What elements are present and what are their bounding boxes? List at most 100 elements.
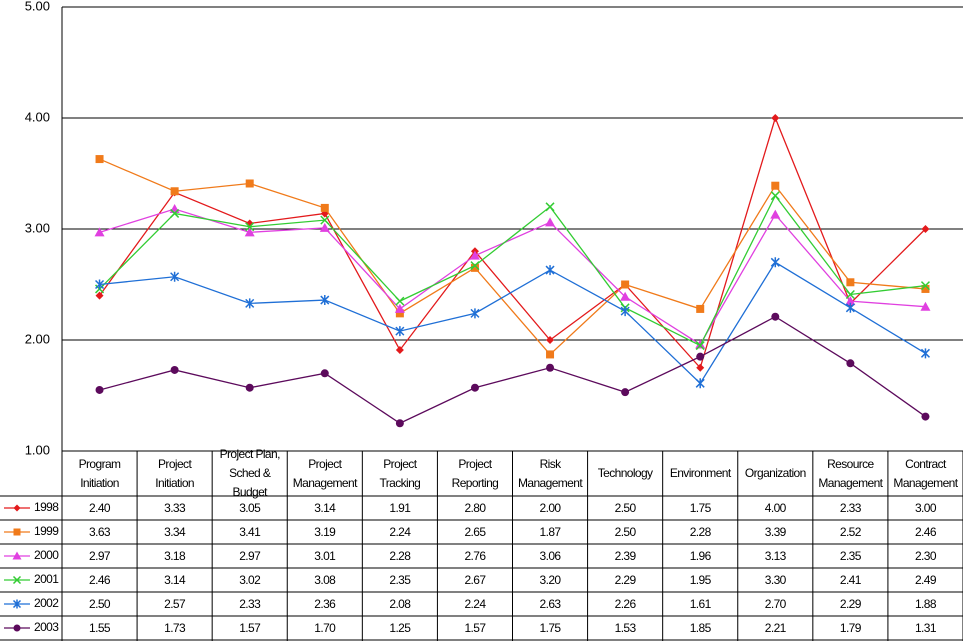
data-point — [696, 352, 705, 361]
table-value: 2.50 — [614, 500, 637, 515]
table-value: 3.34 — [164, 524, 186, 539]
table-value: 1.57 — [239, 620, 261, 635]
legend-marker — [13, 624, 21, 632]
data-point — [620, 291, 631, 301]
legend-marker — [12, 599, 22, 609]
data-point — [845, 289, 855, 300]
data-point — [921, 412, 930, 421]
category-label: Project Management — [292, 456, 358, 490]
data-point — [695, 341, 705, 351]
data-point — [95, 155, 104, 164]
legend-marker — [12, 575, 22, 585]
legend-label: 2003 — [34, 620, 59, 634]
data-point — [320, 369, 329, 378]
category-label: Project Tracking — [379, 456, 421, 490]
category-label: Project Initiation — [155, 456, 194, 490]
data-point — [920, 301, 931, 311]
table-value: 3.14 — [164, 572, 186, 587]
table-value: 1.31 — [914, 620, 937, 635]
category-label: Resource Management — [818, 456, 883, 490]
table-value: 2.52 — [839, 524, 862, 539]
category-label: Project Reporting — [451, 456, 499, 490]
table-value: 3.33 — [164, 500, 186, 515]
table-value: 2.57 — [164, 596, 186, 611]
table-value: 1.95 — [689, 572, 712, 587]
y-tick-label: 1.00 — [25, 442, 50, 457]
table-value: 2.08 — [389, 596, 411, 611]
data-point — [621, 388, 630, 397]
table-value: 1.61 — [689, 596, 712, 611]
table-value: 2.28 — [389, 548, 411, 563]
data-point — [319, 222, 330, 232]
data-point — [695, 378, 705, 389]
category-label: Environment — [669, 466, 731, 480]
data-point — [95, 291, 104, 300]
data-point — [770, 191, 780, 201]
data-point — [770, 257, 780, 268]
table-value: 1.96 — [689, 548, 712, 563]
data-point — [245, 222, 255, 232]
table-value: 2.24 — [389, 524, 411, 539]
data-point — [320, 295, 330, 306]
series-line — [99, 116, 926, 370]
series-line — [99, 194, 926, 347]
data-point — [395, 326, 405, 337]
legend-label: 2002 — [34, 596, 59, 610]
table-value: 3.01 — [314, 548, 336, 563]
data-point — [470, 308, 480, 319]
series-line — [99, 261, 926, 385]
table-value: 2.67 — [464, 572, 486, 587]
table-value: 1.73 — [164, 620, 186, 635]
table-value: 2.40 — [89, 500, 111, 515]
series-line — [99, 208, 926, 346]
table-value: 2.00 — [539, 500, 562, 515]
y-tick-label: 3.00 — [25, 220, 50, 235]
table-value: 3.08 — [314, 572, 336, 587]
table-value: 3.02 — [239, 572, 261, 587]
table-value: 2.63 — [539, 596, 562, 611]
data-point — [546, 363, 555, 372]
table-value: 1.75 — [689, 500, 712, 515]
table-value: 2.39 — [614, 548, 637, 563]
data-point — [546, 350, 555, 359]
table-value: 2.50 — [614, 524, 637, 539]
data-point — [395, 345, 404, 354]
data-point — [470, 383, 479, 392]
category-label: Technology — [597, 466, 653, 480]
series-line — [99, 315, 926, 424]
data-point — [920, 348, 930, 359]
y-tick-label: 5.00 — [25, 0, 50, 13]
table-value: 1.91 — [389, 500, 411, 515]
data-point — [845, 302, 855, 313]
table-value: 2.26 — [614, 596, 637, 611]
y-tick-label: 4.00 — [25, 109, 50, 124]
data-point — [920, 281, 930, 291]
data-point — [546, 336, 555, 344]
table-value: 2.70 — [764, 596, 787, 611]
data-point — [395, 419, 404, 428]
table-value: 2.35 — [389, 572, 411, 587]
table-value: 2.76 — [464, 548, 486, 563]
table-value: 3.63 — [89, 524, 111, 539]
table-value: 3.14 — [314, 500, 336, 515]
table-value: 3.13 — [764, 548, 787, 563]
category-label: Contract Management — [893, 456, 958, 490]
data-point — [394, 303, 405, 313]
table-value: 2.35 — [839, 548, 862, 563]
data-point — [95, 385, 104, 394]
data-point — [921, 284, 930, 293]
data-point — [170, 187, 179, 196]
data-point — [95, 279, 105, 290]
table-value: 2.41 — [839, 572, 862, 587]
table-value: 3.05 — [239, 500, 261, 515]
table-value: 1.88 — [914, 596, 937, 611]
data-point — [245, 383, 254, 392]
table-value: 2.33 — [839, 500, 862, 515]
table-value: 2.30 — [914, 548, 937, 563]
data-point — [771, 181, 780, 190]
data-point — [170, 208, 180, 218]
data-point — [170, 365, 179, 374]
table-value: 1.87 — [539, 524, 562, 539]
